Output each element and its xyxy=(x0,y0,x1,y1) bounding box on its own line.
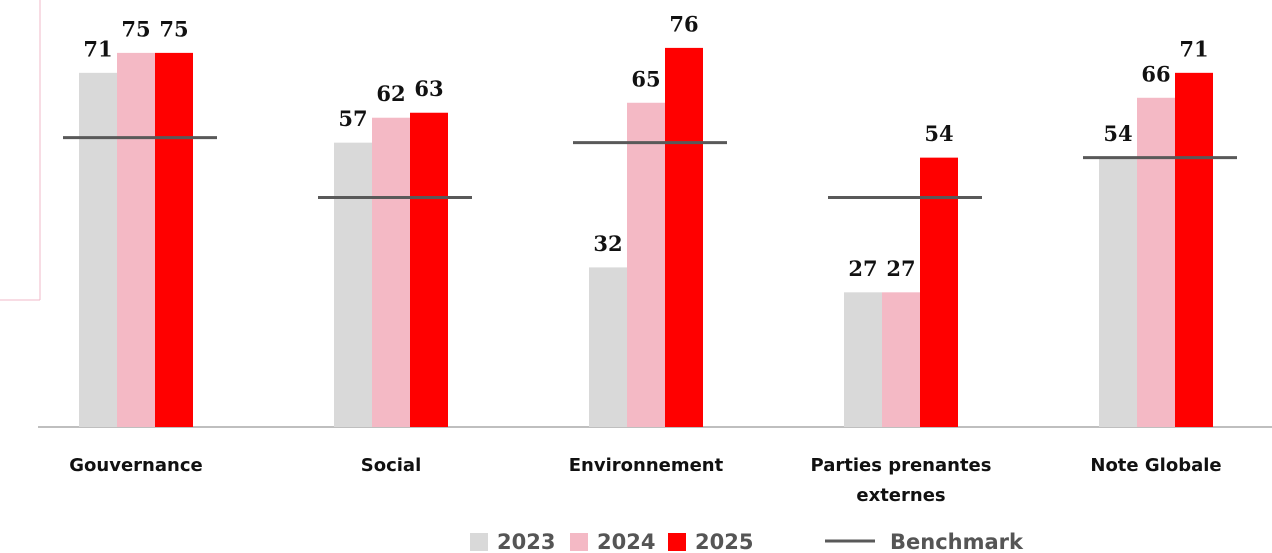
value-label: 32 xyxy=(593,231,622,256)
bar xyxy=(1099,157,1137,427)
value-label: 27 xyxy=(886,256,915,281)
value-label: 71 xyxy=(83,36,112,61)
bar xyxy=(1137,97,1175,427)
value-label: 54 xyxy=(924,121,953,146)
bar xyxy=(372,117,410,428)
legend-label: Benchmark xyxy=(890,530,1024,553)
value-label: 54 xyxy=(1103,121,1132,146)
value-label: 66 xyxy=(1141,61,1170,86)
bar xyxy=(882,292,920,427)
x-tick-label: Social xyxy=(360,455,422,476)
legend-swatch xyxy=(668,533,686,551)
bar xyxy=(155,52,193,427)
bar xyxy=(589,267,627,427)
legend-label: 2024 xyxy=(597,530,655,553)
value-label: 63 xyxy=(414,76,443,101)
bar xyxy=(1175,72,1213,427)
legend-swatch xyxy=(470,533,488,551)
value-label: 57 xyxy=(338,106,367,131)
bar xyxy=(79,72,117,427)
value-label: 71 xyxy=(1179,36,1208,61)
value-label: 65 xyxy=(631,66,660,91)
bar xyxy=(627,102,665,427)
value-label: 75 xyxy=(159,16,188,41)
value-label: 27 xyxy=(848,256,877,281)
legend-label: 2023 xyxy=(497,530,555,553)
value-label: 62 xyxy=(376,81,405,106)
bar xyxy=(410,112,448,427)
x-tick-label: Parties prenantes externes xyxy=(810,455,992,506)
x-tick-label: Environnement xyxy=(568,455,724,476)
legend-label: 2025 xyxy=(695,530,753,553)
legend-swatch xyxy=(570,533,588,551)
value-label: 75 xyxy=(121,16,150,41)
x-tick-label: Note Globale xyxy=(1090,455,1222,476)
bar xyxy=(844,292,882,427)
x-tick-label: Gouvernance xyxy=(69,455,203,476)
bar xyxy=(334,142,372,427)
bar xyxy=(117,52,155,427)
bar xyxy=(920,157,958,427)
bar xyxy=(665,47,703,428)
value-label: 76 xyxy=(669,11,698,36)
